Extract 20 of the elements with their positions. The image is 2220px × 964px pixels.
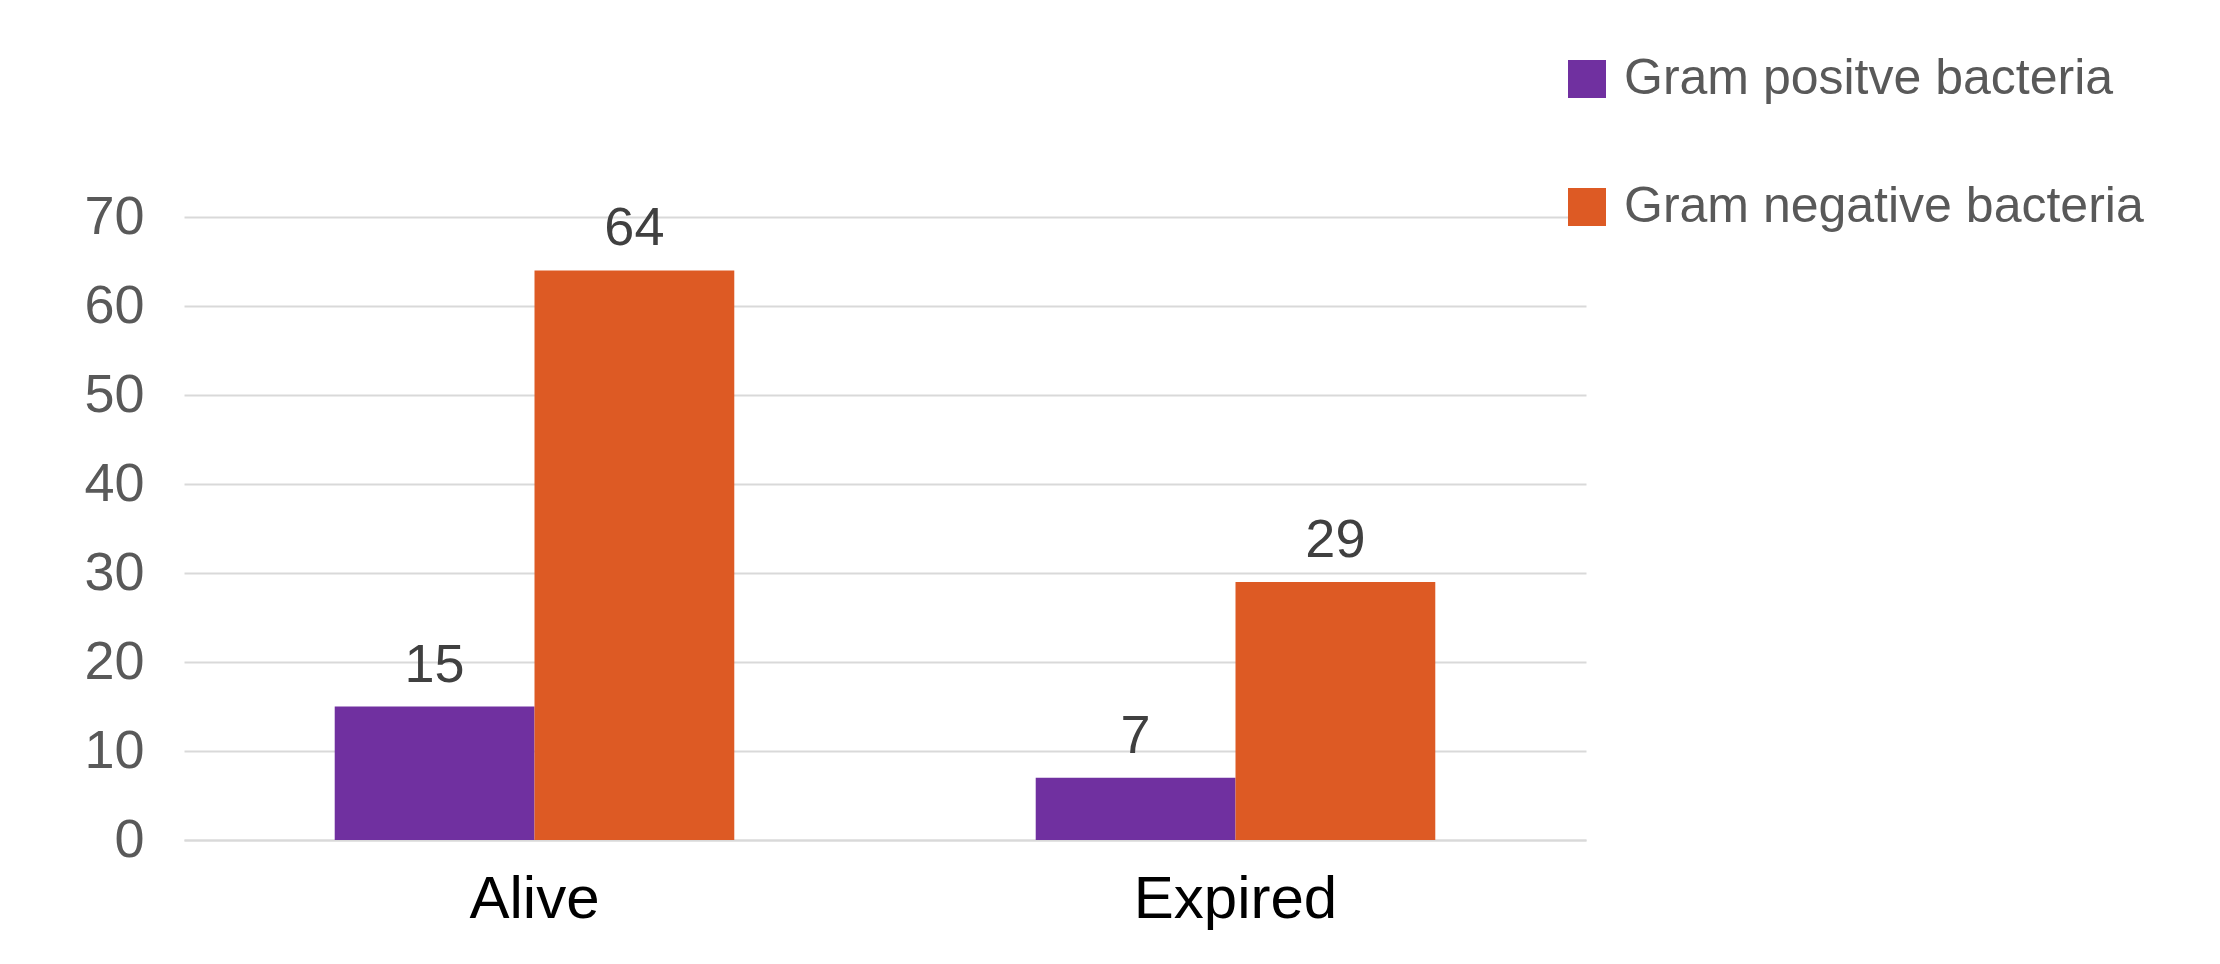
data-label: 15 [404,632,465,693]
legend-label: Gram positve bacteria [1624,49,2114,105]
bar [1035,777,1236,840]
y-tick-label: 40 [84,451,145,512]
y-tick-label: 50 [84,362,145,423]
bar [534,270,735,840]
y-tick-label: 20 [84,629,145,690]
y-tick-label: 70 [84,184,145,245]
y-tick-label: 0 [114,807,145,868]
bar [1235,581,1436,840]
bar [334,706,535,840]
data-label: 64 [604,196,665,257]
y-tick-label: 30 [84,540,145,601]
y-tick-label: 10 [84,718,145,779]
x-tick-label: Expired [1133,863,1338,931]
legend-label: Gram negative bacteria [1624,177,2144,233]
y-tick-label: 60 [84,273,145,334]
data-label: 7 [1120,703,1151,764]
data-label: 29 [1305,507,1366,568]
x-tick-label: Alive [469,863,600,931]
